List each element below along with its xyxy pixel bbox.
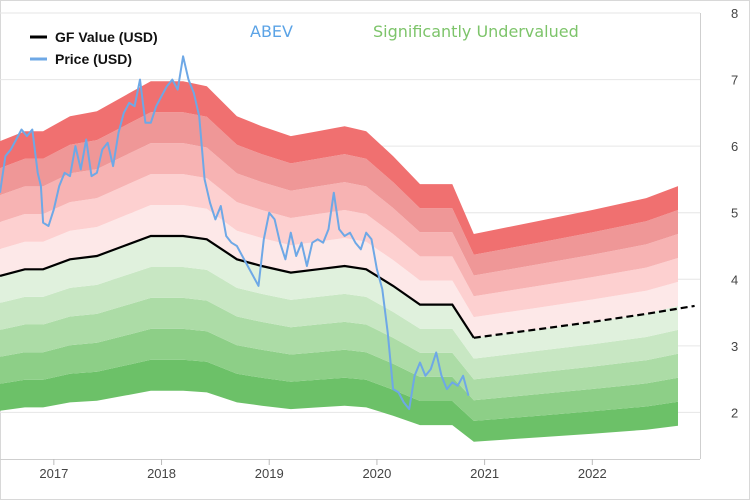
x-tick-2018: 2018 — [147, 466, 176, 481]
legend: GF Value (USD) Price (USD) — [30, 29, 158, 67]
y-tick-3: 3 — [731, 339, 738, 354]
x-tick-2020: 2020 — [362, 466, 391, 481]
series-lines — [0, 55, 695, 411]
y-tick-8: 8 — [731, 6, 738, 21]
valuation-bands — [0, 81, 678, 442]
axes: 2 3 4 5 6 7 8 2017 2018 2019 2020 2021 2022 — [0, 6, 738, 481]
valuation-band-5 — [0, 236, 678, 359]
valuation-status-annotation: Significantly Undervalued — [373, 22, 579, 41]
valuation-band-2 — [0, 328, 678, 421]
y-tick-2: 2 — [731, 405, 738, 420]
legend-price-label: Price (USD) — [55, 51, 132, 67]
x-tick-2017: 2017 — [39, 466, 68, 481]
y-tick-7: 7 — [731, 73, 738, 88]
gf-value-line — [0, 234, 475, 339]
valuation-band-1 — [0, 359, 678, 442]
x-tick-2021: 2021 — [470, 466, 499, 481]
x-tick-2019: 2019 — [255, 466, 284, 481]
y-tick-4: 4 — [731, 272, 738, 287]
y-tick-6: 6 — [731, 139, 738, 154]
gf-value-projection-line — [473, 304, 695, 339]
x-tick-2022: 2022 — [578, 466, 607, 481]
legend-gf-value-label: GF Value (USD) — [55, 29, 158, 45]
ticker-annotation: ABEV — [250, 22, 293, 41]
y-tick-5: 5 — [731, 206, 738, 221]
price-line — [0, 55, 470, 411]
valuation-band-3 — [0, 297, 678, 401]
valuation-band-4 — [0, 267, 678, 380]
